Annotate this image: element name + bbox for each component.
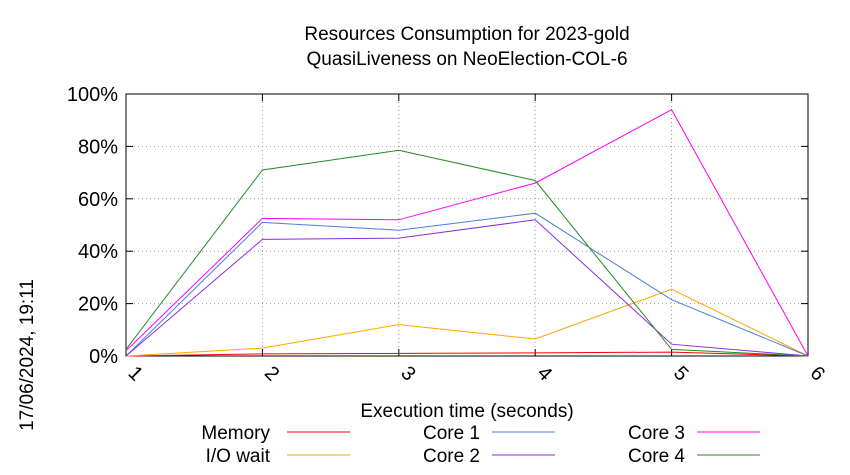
y-tick-label: 0% xyxy=(89,346,118,368)
y-tick-label: 80% xyxy=(78,136,118,158)
y-tick-label: 40% xyxy=(78,241,118,263)
series-line-core-1 xyxy=(125,212,809,357)
legend-label-core-3: Core 3 xyxy=(628,423,685,444)
legend-label-core-4: Core 4 xyxy=(628,446,685,467)
plot-area-border xyxy=(125,93,809,357)
axes: 0% 20% 40% 60% 80% 100% 1 2 3 4 5 6 xyxy=(67,84,829,385)
series-line-memory xyxy=(125,351,809,357)
series-line-core-4 xyxy=(125,149,809,357)
x-axis-label: Execution time (seconds) xyxy=(360,401,573,422)
x-tick-label: 3 xyxy=(396,362,419,385)
legend-label-memory: Memory xyxy=(201,423,270,444)
series-line-core-3 xyxy=(125,109,809,357)
x-tick-label: 6 xyxy=(806,362,829,385)
series-line-i-o-wait xyxy=(125,288,809,357)
legend-label-i-o-wait: I/O wait xyxy=(206,446,271,467)
x-tick-label: 4 xyxy=(533,362,556,385)
timestamp-label: 17/06/2024, 19:11 xyxy=(17,279,38,431)
y-tick-label: 60% xyxy=(78,189,118,211)
legend-label-core-2: Core 2 xyxy=(423,446,480,467)
x-tick-label: 5 xyxy=(669,362,692,385)
x-tick-label: 2 xyxy=(260,362,283,385)
chart-title-line-2: QuasiLiveness on NeoElection-COL-6 xyxy=(306,49,627,70)
grid xyxy=(126,94,808,356)
chart-title-line-1: Resources Consumption for 2023-gold xyxy=(304,24,629,45)
x-tick-label: 1 xyxy=(124,362,147,385)
series-line-core-2 xyxy=(125,219,809,357)
series-lines xyxy=(125,109,809,357)
y-tick-label: 100% xyxy=(67,84,118,106)
legend-label-core-1: Core 1 xyxy=(423,423,480,444)
y-tick-label: 20% xyxy=(78,294,118,316)
